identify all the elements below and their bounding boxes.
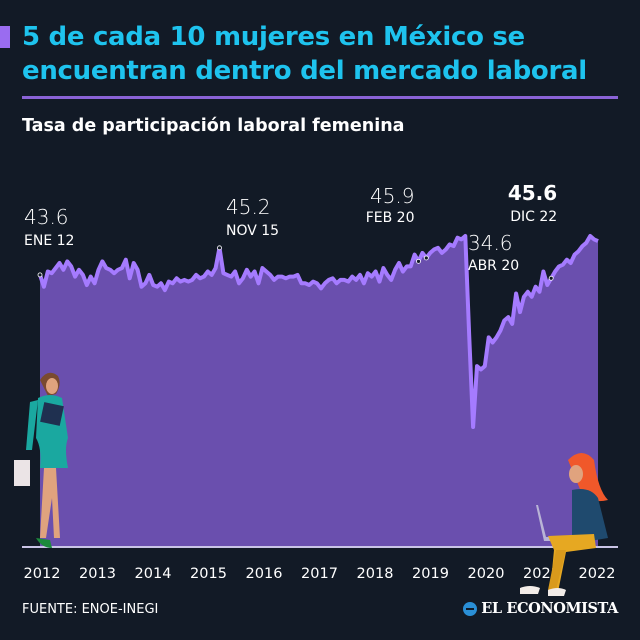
annotation-date: NOV 15 bbox=[226, 223, 279, 239]
annotation-date: DIC 22 bbox=[510, 209, 557, 225]
x-tick-label: 2015 bbox=[190, 566, 227, 582]
area-fill bbox=[40, 236, 598, 547]
annotations: 43.6 ENE 12 45.2 NOV 15 45.9 FEB 20 34.6 ABR 20… bbox=[24, 181, 557, 281]
annotation-date: ABR 20 bbox=[468, 258, 519, 274]
annotation-marker bbox=[423, 255, 429, 261]
annotation-value: 45.9 bbox=[370, 184, 415, 208]
plot-area bbox=[38, 234, 599, 547]
x-tick-label: 2018 bbox=[357, 566, 394, 582]
el-economista-logo-icon bbox=[463, 601, 478, 616]
annotation-date: ENE 12 bbox=[24, 233, 74, 249]
x-tick-label: 2016 bbox=[246, 566, 283, 582]
annotation-date: FEB 20 bbox=[366, 210, 415, 226]
page-title: 5 de cada 10 mujeres en México se encuen… bbox=[22, 22, 587, 86]
brand-name: EL ECONOMISTA bbox=[481, 600, 618, 617]
annotation-value: 34.6 bbox=[468, 231, 513, 255]
annotation-value: 43.6 bbox=[24, 205, 69, 229]
annotation-marker bbox=[37, 272, 43, 278]
x-tick-label: 2017 bbox=[301, 566, 338, 582]
x-tick-label: 2013 bbox=[79, 566, 116, 582]
chart-subtitle: Tasa de participación laboral femenina bbox=[22, 116, 405, 136]
series-line bbox=[38, 234, 599, 429]
annotation-marker bbox=[416, 258, 421, 264]
x-tick-label: 2012 bbox=[24, 566, 61, 582]
annotation-value: 45.2 bbox=[226, 195, 271, 219]
title-divider bbox=[22, 96, 618, 99]
woman-with-briefcase-illustration bbox=[14, 372, 68, 548]
x-axis-ticks: 2012 2013 2014 2015 2016 2017 2018 2019 2020 2021… bbox=[24, 566, 616, 582]
source-note: FUENTE: ENOE-INEGI bbox=[22, 602, 159, 617]
x-tick-label: 2014 bbox=[135, 566, 172, 582]
annotation-value: 45.6 bbox=[508, 181, 557, 205]
annotation-marker bbox=[217, 245, 222, 251]
x-tick-label: 2020 bbox=[468, 566, 505, 582]
x-tick-label: 2022 bbox=[579, 566, 616, 582]
annotation-marker bbox=[548, 275, 554, 281]
x-tick-label: 2019 bbox=[412, 566, 449, 582]
woman-with-laptop-illustration bbox=[520, 453, 608, 596]
title-accent-bar bbox=[0, 26, 10, 48]
brand-logo: EL ECONOMISTA bbox=[463, 600, 618, 617]
